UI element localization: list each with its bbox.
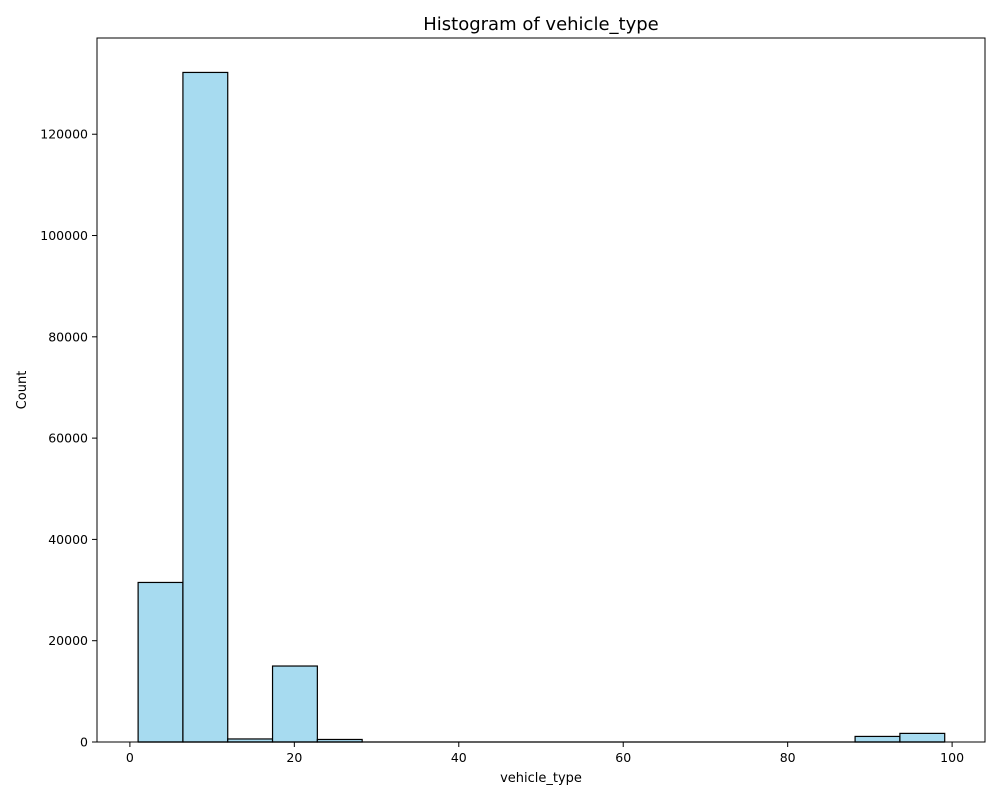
x-tick-label: 80 <box>780 750 796 765</box>
x-axis-label: vehicle_type <box>500 771 582 786</box>
x-tick-label: 60 <box>615 750 631 765</box>
y-tick-label: 40000 <box>48 532 88 547</box>
histogram-bar <box>854 735 901 743</box>
y-axis-ticks: 0 20000 40000 60000 80000 100000 120000 <box>40 127 97 750</box>
x-tick-label: 0 <box>126 750 134 765</box>
x-tick-label: 100 <box>940 750 964 765</box>
y-tick-label: 100000 <box>40 228 88 243</box>
bars-group <box>137 71 946 743</box>
histogram-bar <box>899 732 946 743</box>
y-tick-label: 80000 <box>48 329 88 344</box>
y-tick-label: 0 <box>80 735 88 750</box>
chart-title: Histogram of vehicle_type <box>423 14 659 35</box>
histogram-bar <box>182 71 229 743</box>
x-tick-label: 20 <box>286 750 302 765</box>
y-tick-label: 60000 <box>48 431 88 446</box>
histogram-bar <box>137 581 184 743</box>
y-tick-label: 120000 <box>40 127 88 142</box>
histogram-bar <box>271 665 318 743</box>
plot-frame <box>96 37 986 743</box>
x-axis-ticks: 0 20 40 60 80 100 <box>126 742 964 765</box>
x-tick-label: 40 <box>451 750 467 765</box>
y-tick-label: 20000 <box>48 633 88 648</box>
y-axis-label: Count <box>15 371 30 410</box>
